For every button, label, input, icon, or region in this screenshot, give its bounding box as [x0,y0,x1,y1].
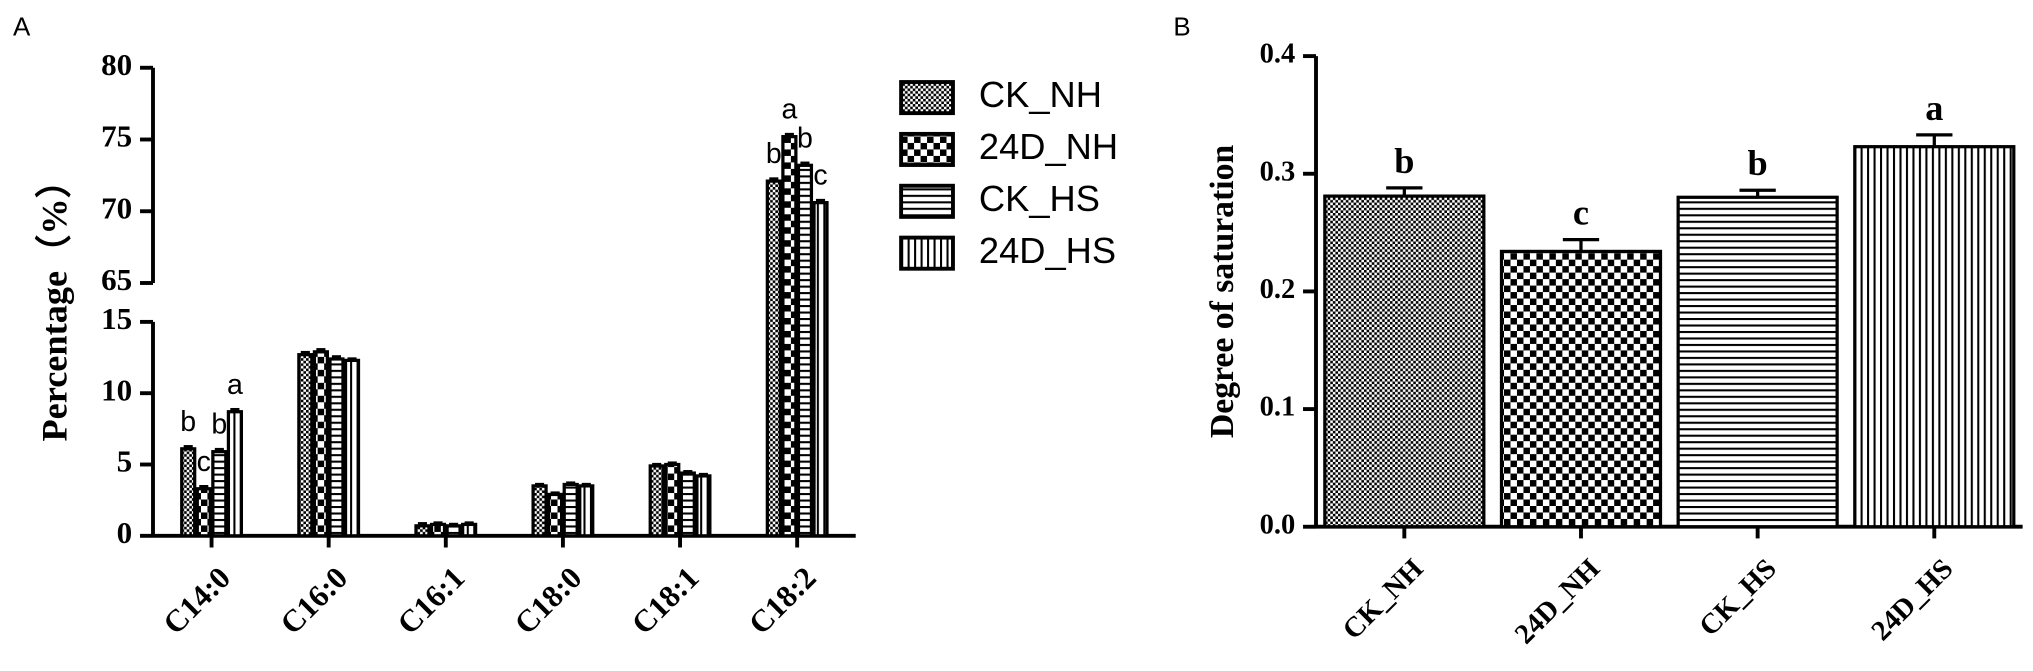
x-tick-label: C18:2 [742,560,823,641]
bar [695,474,712,538]
significance-letter: a [227,369,243,401]
y-tick-label: 0.0 [1260,509,1296,540]
y-tick-label: 5 [117,444,133,479]
legend-label: CK_HS [979,178,1100,219]
bar [531,484,548,538]
x-tick-label: 24D_NH [1509,553,1606,650]
bar [297,353,314,538]
legend-swatch [899,80,955,116]
y-tick-label: 0.2 [1260,274,1296,305]
bar [796,163,814,538]
bar [1676,195,1839,529]
y-tick-label: 75 [101,119,132,154]
significance-letter: c [813,160,827,192]
x-tick-label: C18:1 [625,560,706,641]
significance-letter: b [180,406,196,438]
legend-swatch [899,235,955,271]
y-axis-label: Degree of saturation [1204,145,1241,439]
bar [562,482,579,538]
y-tick-label: 0.3 [1260,156,1296,187]
x-tick-label: C16:1 [390,560,471,641]
y-tick-label: 0.1 [1260,392,1296,423]
bar [1853,145,2016,529]
bar [547,492,564,538]
bar [765,179,782,538]
bar [664,462,681,538]
bar [211,450,228,538]
x-tick-label: CK_NH [1337,553,1429,645]
y-tick-label: 80 [101,47,132,82]
panel-label: B [1173,14,1190,42]
significance-letter: b [211,409,227,441]
legend-label: 24D_HS [979,230,1116,271]
legend-swatch [899,183,955,219]
bar [1499,249,1663,529]
bar [781,135,798,538]
x-tick-label: C18:0 [508,560,589,641]
bar [312,350,330,538]
bar [414,524,431,538]
significance-letter: a [781,94,797,126]
bar [180,447,197,538]
y-tick-label: 65 [101,262,132,297]
y-tick-label: 10 [101,372,132,407]
y-axis-label: Percentage（%） [34,162,75,442]
bar [328,357,345,538]
significance-letter: c [197,446,211,478]
legend-label: 24D_NH [979,126,1118,167]
bar [461,522,478,538]
bar [195,487,212,538]
legend-label: CK_NH [979,74,1102,115]
significance-letter: b [1394,141,1414,181]
significance-letter: b [766,138,782,170]
bar [578,484,595,538]
panel-label: A [13,14,31,42]
y-tick-label: 0.4 [1260,39,1296,70]
bar [429,522,447,538]
y-tick-label: 15 [101,301,132,336]
x-tick-label: 24D_HS [1866,553,1960,647]
x-tick-label: C16:0 [273,560,354,641]
bar [812,201,829,538]
legend-swatch [899,131,955,167]
x-tick-label: CK_HS [1694,553,1783,642]
bar [226,410,243,538]
bar [679,471,696,538]
bar [445,524,462,538]
bar [648,464,665,538]
bar [343,358,361,538]
significance-letter: b [797,122,813,154]
x-tick-label: C14:0 [156,560,237,641]
y-tick-label: 70 [101,190,132,225]
bar [1323,194,1486,529]
y-tick-label: 0 [117,515,133,550]
significance-letter: a [1925,88,1943,128]
significance-letter: c [1573,193,1589,233]
significance-letter: b [1748,143,1768,183]
